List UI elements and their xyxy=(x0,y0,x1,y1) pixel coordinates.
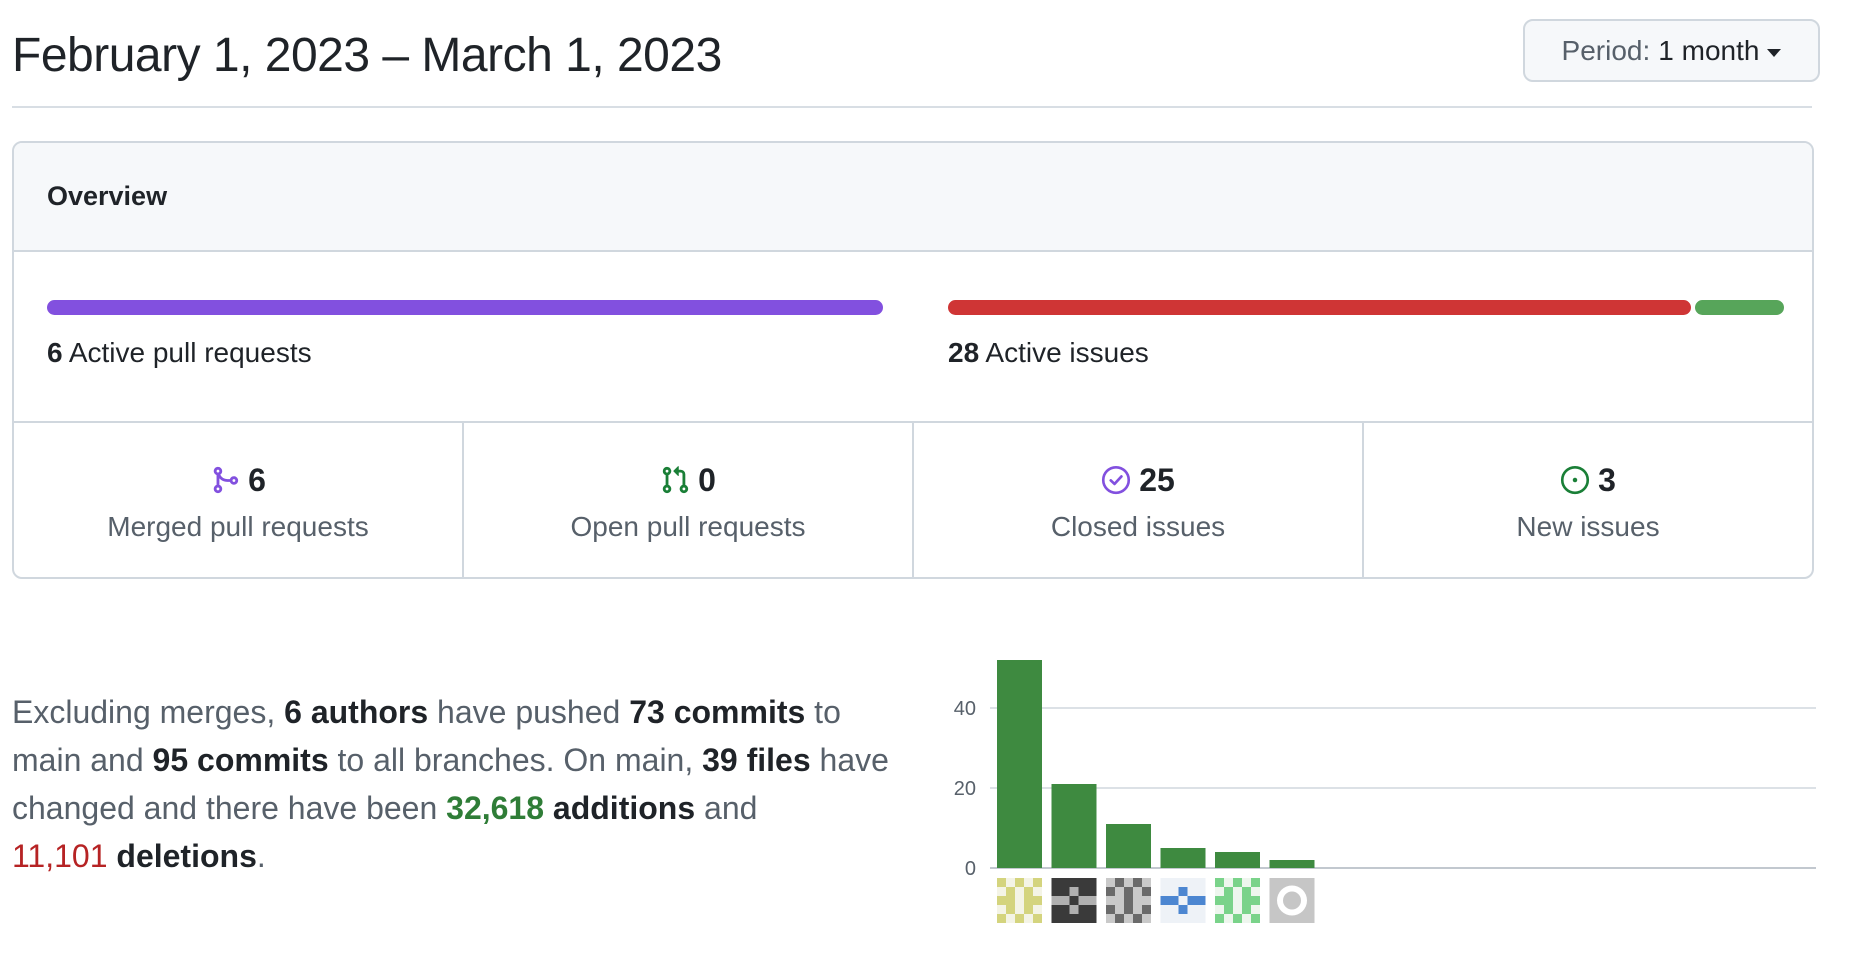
summary-text: have pushed xyxy=(428,694,630,730)
period-dropdown-button[interactable]: Period: 1 month xyxy=(1523,19,1820,82)
summary-text: . xyxy=(256,838,266,874)
summary-text: to all branches. On main, xyxy=(328,742,703,778)
author-avatar[interactable] xyxy=(1269,878,1315,923)
merged-pull-requests-value: 6 xyxy=(248,461,266,498)
merged-pull-requests-stat[interactable]: 6 Merged pull requests xyxy=(14,423,464,577)
author-avatar[interactable] xyxy=(1106,878,1151,923)
main-commits-count: 73 commits xyxy=(629,694,806,730)
open-pull-requests-value: 0 xyxy=(698,461,716,498)
closed-issues-value: 25 xyxy=(1139,461,1175,498)
open-pull-requests-label: Open pull requests xyxy=(570,510,806,542)
author-avatar[interactable] xyxy=(1215,878,1260,923)
authors-count: 6 authors xyxy=(284,694,429,730)
active-pull-requests-label: Active pull requests xyxy=(68,337,312,368)
summary-text: and xyxy=(695,790,758,826)
summary-text: Excluding merges, xyxy=(12,694,285,730)
pull-requests-summary[interactable]: 6 Active pull requests xyxy=(47,300,883,369)
closed-issues-label: Closed issues xyxy=(1050,510,1226,542)
issues-progress-bar xyxy=(948,300,1784,315)
additions-label: additions xyxy=(552,790,696,826)
commit-bar[interactable] xyxy=(1051,784,1097,868)
deletions-label: deletions xyxy=(116,838,257,874)
caret-down-icon xyxy=(1767,48,1782,57)
pulse-header: February 1, 2023 – March 1, 2023 Period:… xyxy=(12,18,1820,108)
overview-heading: Overview xyxy=(14,143,1812,252)
additions-count: 32,618 xyxy=(446,790,545,826)
commit-summary-text: Excluding merges, 6 authors have pushed … xyxy=(12,688,917,880)
active-issues-caption: 28 Active issues xyxy=(948,337,1784,369)
period-value: 1 month xyxy=(1658,34,1760,66)
merged-pr-segment xyxy=(47,300,883,315)
pull-request-icon xyxy=(662,466,689,494)
commit-bar[interactable] xyxy=(1269,860,1315,868)
commits-bar-chart-svg: 0 20 40 xyxy=(954,660,1816,923)
y-tick-label: 0 xyxy=(965,858,976,880)
y-tick-label: 20 xyxy=(954,778,976,800)
active-issues-label: Active issues xyxy=(985,337,1149,368)
new-issues-stat[interactable]: 3 New issues xyxy=(1364,423,1812,577)
new-issues-value: 3 xyxy=(1598,461,1616,498)
overview-progress-section: 6 Active pull requests 28 Active issues xyxy=(14,252,1812,423)
author-avatar[interactable] xyxy=(1051,878,1097,923)
date-range-title: February 1, 2023 – March 1, 2023 xyxy=(12,29,722,82)
commit-bar[interactable] xyxy=(1106,824,1151,868)
closed-issues-stat[interactable]: 25 Closed issues xyxy=(914,423,1364,577)
deletions-count: 11,101 xyxy=(12,838,108,874)
new-issues-segment xyxy=(1694,300,1784,315)
summary-text: to main and xyxy=(12,694,841,778)
new-issues-label: New issues xyxy=(1516,510,1660,542)
open-pull-requests-stat[interactable]: 0 Open pull requests xyxy=(464,423,914,577)
issue-closed-icon xyxy=(1102,465,1131,495)
author-avatar[interactable] xyxy=(1160,878,1206,923)
closed-issues-segment xyxy=(948,300,1691,315)
commit-bar[interactable] xyxy=(997,660,1042,868)
overview-stats-row: 6 Merged pull requests 0 Open pull reque… xyxy=(14,423,1812,577)
issues-summary[interactable]: 28 Active issues xyxy=(948,300,1784,369)
merged-pull-requests-label: Merged pull requests xyxy=(107,510,369,542)
merge-icon xyxy=(213,466,239,494)
active-pull-requests-caption: 6 Active pull requests xyxy=(47,337,883,369)
summary-text: have changed and there have been xyxy=(12,742,889,826)
commit-bar[interactable] xyxy=(1215,852,1260,868)
overview-panel: Overview 6 Active pull requests 28 Ac xyxy=(12,141,1814,579)
author-avatar[interactable] xyxy=(997,878,1042,923)
all-branches-commits-count: 95 commits xyxy=(152,742,329,778)
issue-opened-icon xyxy=(1561,465,1590,495)
pull-requests-progress-bar xyxy=(47,300,883,315)
commit-bar[interactable] xyxy=(1160,848,1206,868)
commits-by-author-chart: 0 20 40 xyxy=(920,660,1820,940)
active-issues-count: 28 xyxy=(948,337,980,368)
y-tick-label: 40 xyxy=(954,698,976,720)
files-changed-count: 39 files xyxy=(702,742,811,778)
active-pull-requests-count: 6 xyxy=(47,337,63,368)
period-label: Period: xyxy=(1561,34,1651,66)
